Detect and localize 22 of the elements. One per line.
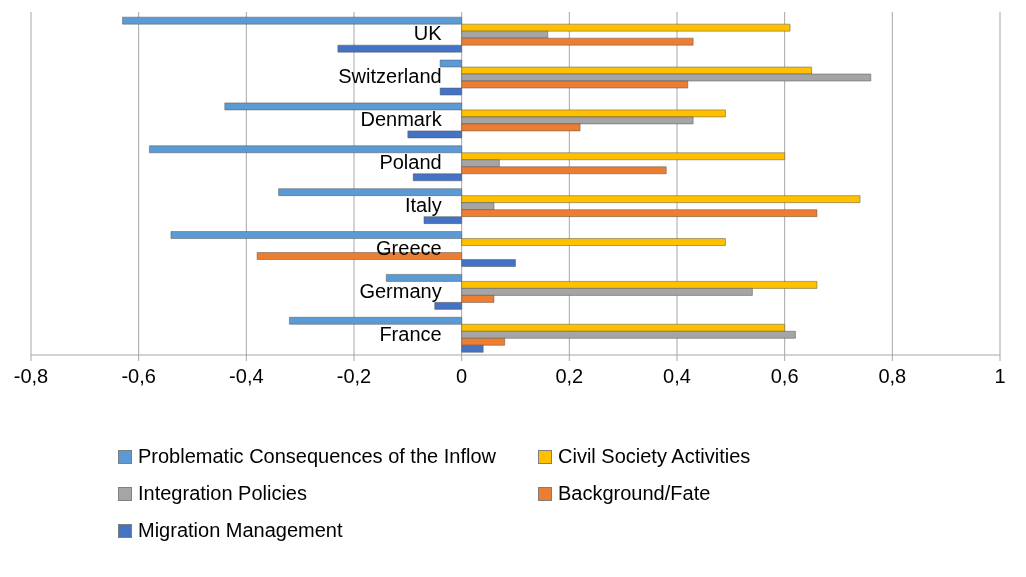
x-tick-label: 0,4: [663, 365, 691, 388]
x-tick-label: 1: [994, 365, 1006, 388]
legend-label: Background/Fate: [558, 482, 711, 505]
x-tick-label: -0,8: [13, 365, 49, 388]
x-tick-label: 0,2: [555, 365, 584, 388]
x-tick-label: -0,2: [336, 365, 372, 388]
legend-label: Integration Policies: [138, 482, 307, 505]
y-tick-label: Denmark: [360, 108, 443, 131]
y-tick-label: Germany: [359, 279, 442, 302]
y-tick-label: Italy: [404, 193, 442, 216]
y-tick-label: Switzerland: [338, 65, 442, 88]
x-tick-label: 0,6: [770, 365, 799, 388]
y-tick-label: UK: [413, 22, 443, 45]
x-tick-label: 0,8: [878, 365, 907, 388]
legend-label: Problematic Consequences of the Inflow: [138, 445, 496, 468]
y-tick-label: Poland: [379, 151, 442, 174]
x-tick-label: -0,6: [121, 365, 156, 388]
legend-label: Civil Society Activities: [558, 445, 751, 468]
x-tick-label: 0: [456, 365, 468, 388]
x-tick-label: -0,4: [229, 365, 264, 388]
legend-label: Migration Management: [138, 519, 343, 542]
y-tick-label: France: [379, 322, 442, 345]
